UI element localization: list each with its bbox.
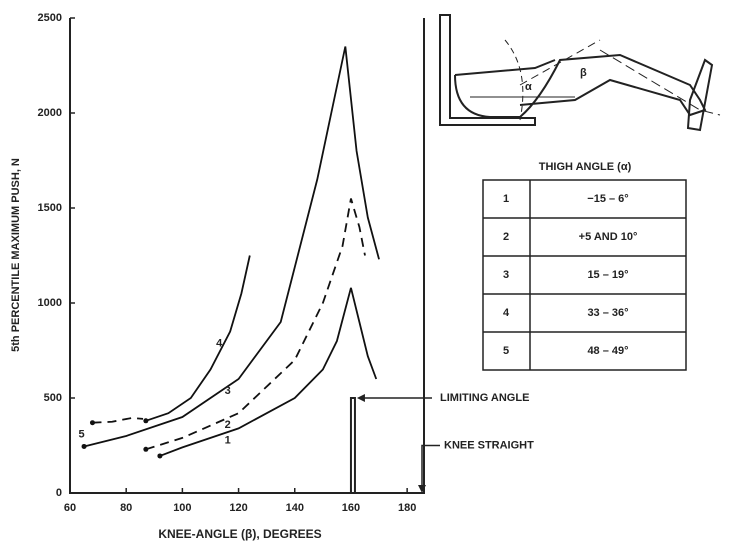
y-tick-label: 500 bbox=[44, 392, 62, 404]
arrow-head bbox=[418, 485, 426, 493]
diagram-label: α bbox=[525, 81, 532, 93]
curve-label: 5 bbox=[78, 429, 84, 441]
y-tick-label: 0 bbox=[56, 487, 62, 499]
x-tick-label: 80 bbox=[120, 502, 132, 514]
table-cell: 2 bbox=[503, 231, 509, 243]
curve bbox=[145, 198, 366, 451]
point bbox=[143, 418, 149, 424]
table-cell: 15 – 19° bbox=[587, 269, 628, 281]
table-cell: −15 – 6° bbox=[587, 193, 628, 205]
limit-line bbox=[349, 397, 356, 493]
x-tick-label: 140 bbox=[286, 502, 304, 514]
x-axis-label: KNEE-ANGLE (β), DEGREES bbox=[158, 527, 321, 541]
table-cell: 3 bbox=[503, 269, 509, 281]
table-title: THIGH ANGLE (α) bbox=[539, 161, 632, 173]
table-cell: 33 – 36° bbox=[587, 307, 628, 319]
y-tick-label: 2500 bbox=[38, 12, 62, 24]
curve-label: 4 bbox=[216, 337, 223, 349]
table-cell: 1 bbox=[503, 193, 509, 205]
curve-label: 3 bbox=[225, 385, 231, 397]
x-tick-label: 60 bbox=[64, 502, 76, 514]
curve-label: 2 bbox=[225, 419, 231, 431]
point bbox=[143, 446, 149, 452]
curve bbox=[92, 417, 144, 424]
y-tick-label: 2000 bbox=[38, 107, 62, 119]
x-tick-label: 180 bbox=[398, 502, 416, 514]
y-tick-label: 1000 bbox=[38, 297, 62, 309]
table-cell: 4 bbox=[503, 307, 510, 319]
leg-diagram bbox=[439, 14, 721, 132]
table-cell: 48 – 49° bbox=[587, 345, 628, 357]
arrow-head bbox=[356, 394, 365, 402]
curve bbox=[83, 46, 380, 448]
point bbox=[89, 420, 95, 426]
diagram-label: β bbox=[580, 67, 587, 79]
annotation: LIMITING ANGLE bbox=[440, 392, 529, 404]
legend-table bbox=[482, 179, 687, 371]
point bbox=[81, 443, 87, 449]
annotation: KNEE STRAIGHT bbox=[444, 439, 534, 451]
curve-label: 1 bbox=[225, 434, 231, 446]
x-tick-label: 120 bbox=[229, 502, 247, 514]
table-cell: 5 bbox=[503, 345, 509, 357]
point bbox=[157, 453, 163, 459]
knee-arrow bbox=[421, 444, 440, 489]
table-cell: +5 AND 10° bbox=[579, 231, 638, 243]
y-axis-label: 5th PERCENTILE MAXIMUM PUSH, N bbox=[10, 158, 22, 352]
curve bbox=[145, 255, 251, 422]
x-tick-label: 100 bbox=[173, 502, 191, 514]
axes-frame bbox=[69, 18, 425, 494]
x-tick-label: 160 bbox=[342, 502, 360, 514]
curve bbox=[159, 287, 378, 457]
y-tick-label: 1500 bbox=[38, 202, 62, 214]
